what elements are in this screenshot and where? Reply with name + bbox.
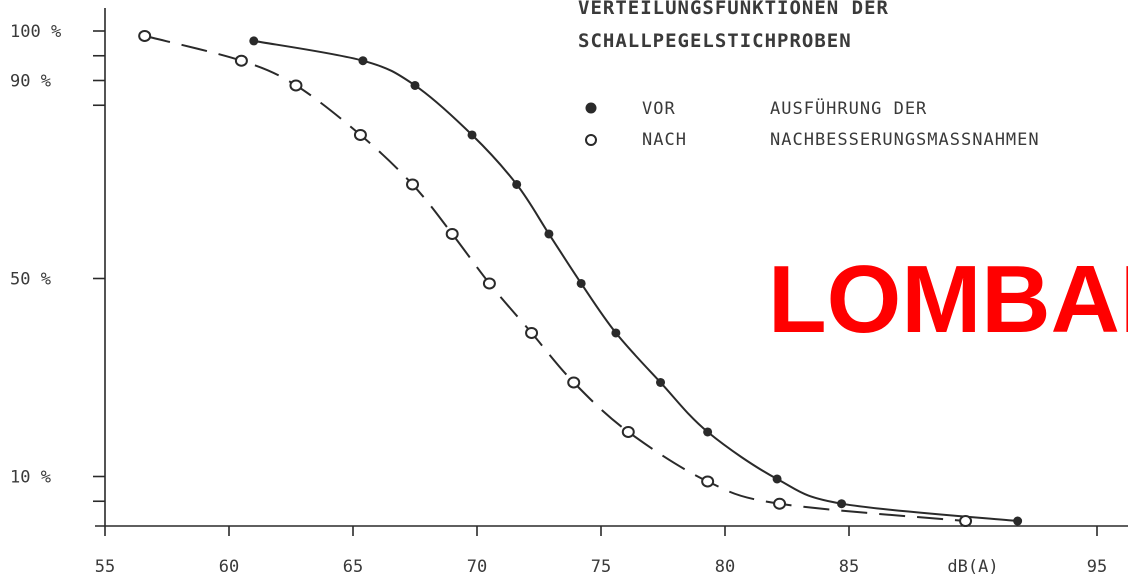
data-point — [656, 377, 666, 387]
legend-suffix-line-1: AUSFÜHRUNG DER — [770, 97, 927, 119]
y-tick-label: 50 % — [10, 270, 51, 290]
x-axis-unit-label: dB(A) — [947, 557, 998, 577]
data-point — [544, 229, 554, 239]
legend-filled-marker-icon — [585, 102, 597, 114]
legend-suffix-line-2: NACHBESSERUNGSMASSNAHMEN — [770, 130, 1040, 150]
data-point — [445, 227, 459, 240]
data-point — [138, 29, 152, 42]
x-tick-label: 70 — [467, 557, 487, 577]
x-tick-label: 75 — [591, 557, 611, 577]
x-tick-label: 95 — [1087, 557, 1107, 577]
axis-ticks: 100 % 90 % 50 % 10 % 55 60 65 70 75 80 85 95 dB(A) — [10, 22, 1107, 577]
series-group — [138, 29, 1023, 528]
data-point — [289, 79, 303, 92]
data-point — [353, 128, 367, 141]
data-point — [959, 515, 973, 528]
series-vor — [249, 36, 1023, 526]
data-point — [611, 328, 621, 338]
axes — [95, 8, 1128, 527]
data-point — [358, 56, 368, 66]
data-point — [249, 36, 259, 46]
y-tick-label: 100 % — [10, 22, 61, 42]
data-point — [234, 54, 248, 67]
x-tick-label: 60 — [219, 557, 239, 577]
watermark-text: LOMBAI — [768, 246, 1128, 353]
data-point — [701, 475, 715, 488]
legend: VOR NACH AUSFÜHRUNG DER NACHBESSERUNGSMA… — [585, 97, 1040, 150]
data-point — [621, 425, 635, 438]
y-tick-label: 90 % — [10, 72, 51, 92]
x-tick-label: 85 — [839, 557, 859, 577]
series-nach — [138, 29, 973, 528]
data-point — [410, 80, 420, 90]
y-tick-label: 10 % — [10, 468, 51, 488]
data-point — [576, 278, 586, 288]
data-point — [837, 499, 847, 509]
data-point — [772, 474, 782, 484]
chart-title: VERTEILUNGSFUNKTIONEN DER SCHALLPEGELSTI… — [578, 0, 889, 52]
data-point — [703, 427, 713, 437]
data-point — [525, 326, 539, 339]
data-point — [567, 376, 581, 389]
legend-open-marker-icon — [585, 134, 597, 146]
data-point — [1013, 516, 1023, 526]
data-point — [773, 497, 787, 510]
data-point — [512, 179, 522, 189]
legend-label-nach: NACH — [642, 130, 687, 150]
legend-label-vor: VOR — [642, 99, 676, 119]
x-tick-label: 55 — [95, 557, 115, 577]
title-line-2: SCHALLPEGELSTICHPROBEN — [578, 30, 852, 52]
title-line-1: VERTEILUNGSFUNKTIONEN DER — [578, 0, 889, 19]
data-point — [406, 178, 420, 191]
x-tick-label: 80 — [715, 557, 735, 577]
x-tick-label: 65 — [343, 557, 363, 577]
data-point — [467, 130, 477, 140]
data-point — [482, 277, 496, 290]
